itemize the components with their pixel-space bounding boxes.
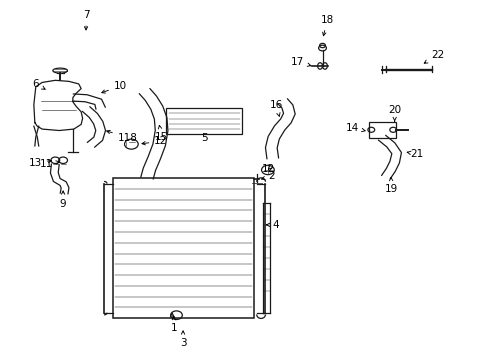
Text: 21: 21 xyxy=(407,149,423,159)
Text: 16: 16 xyxy=(269,100,282,116)
Text: 6: 6 xyxy=(32,79,45,89)
Text: 10: 10 xyxy=(102,81,127,93)
Text: 13: 13 xyxy=(29,158,51,168)
Text: 5: 5 xyxy=(201,134,207,143)
Text: 12: 12 xyxy=(262,164,275,174)
Text: 3: 3 xyxy=(180,331,186,348)
Bar xyxy=(166,108,242,134)
Text: 15: 15 xyxy=(155,125,168,141)
Text: 7: 7 xyxy=(82,10,89,30)
Text: 19: 19 xyxy=(385,177,398,194)
Text: 22: 22 xyxy=(424,50,443,63)
Text: 4: 4 xyxy=(266,220,279,230)
Text: 17: 17 xyxy=(290,57,310,67)
Text: 118: 118 xyxy=(106,130,137,143)
Text: 12: 12 xyxy=(142,136,167,146)
Text: 1: 1 xyxy=(170,316,177,333)
Text: 2: 2 xyxy=(261,171,274,181)
Text: 18: 18 xyxy=(320,15,333,36)
Text: 9: 9 xyxy=(60,191,66,209)
Text: 20: 20 xyxy=(387,105,401,121)
Text: 14: 14 xyxy=(345,123,365,133)
Text: 11: 11 xyxy=(40,159,60,169)
